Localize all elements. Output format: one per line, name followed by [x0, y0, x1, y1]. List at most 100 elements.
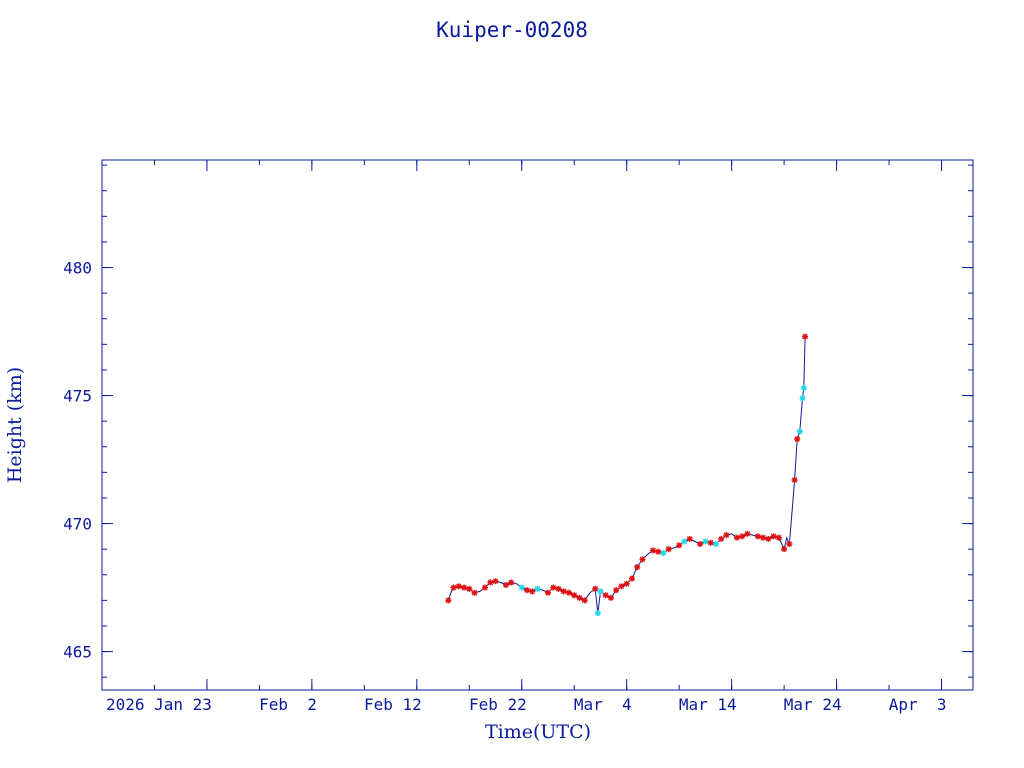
data-point-red-stroke [592, 586, 598, 592]
data-point-red [613, 587, 620, 594]
data-point-red [802, 333, 809, 340]
data-point-red-stroke [676, 542, 682, 549]
data-point-red [765, 535, 772, 542]
data-point-cyan [534, 585, 541, 592]
data-point-red-stroke [487, 579, 494, 586]
data-point-red [592, 585, 599, 592]
data-point-red-stroke [755, 533, 761, 540]
data-point-red [571, 592, 578, 599]
data-point-cyan [594, 610, 601, 617]
data-point-cyan-stroke [534, 586, 541, 592]
data-point-red-stroke [608, 595, 614, 601]
data-point-red-stroke [723, 532, 730, 538]
data-point-cyan [660, 550, 667, 557]
data-point-red [786, 541, 793, 548]
y-tick-label: 480 [63, 259, 92, 278]
data-point-red-stroke [581, 597, 588, 604]
data-point-red-stroke [707, 540, 714, 546]
data-point-red [718, 535, 725, 542]
data-point-red [676, 542, 683, 549]
data-point-red [602, 592, 609, 599]
x-tick-label: Mar 14 [679, 695, 737, 714]
data-point-red-stroke [760, 534, 766, 541]
data-point-red [733, 534, 740, 541]
data-point-red-stroke [794, 436, 800, 442]
data-point-red-stroke [550, 584, 556, 591]
data-point-red [555, 585, 562, 592]
data-point-red-stroke [461, 584, 467, 591]
height-line [447, 336, 806, 614]
data-point-cyan-stroke [660, 550, 667, 556]
data-point-red [760, 534, 767, 541]
data-point-red [529, 588, 536, 595]
data-point-cyan-stroke [713, 541, 719, 547]
data-point-red [445, 597, 452, 604]
data-point-cyan [712, 541, 719, 548]
data-point-cyan-stroke [681, 538, 688, 545]
data-point-cyan [518, 584, 525, 591]
data-point-red [770, 533, 777, 540]
data-point-red [466, 585, 473, 592]
data-point-red [744, 530, 751, 537]
chart-title: Kuiper-00208 [436, 18, 588, 42]
data-point-cyan-stroke [702, 538, 709, 545]
data-point-red [639, 556, 646, 563]
y-tick-label: 465 [63, 643, 92, 662]
x-tick-label: Mar 4 [574, 695, 632, 714]
data-point-cyan [681, 538, 688, 545]
data-point-cyan [702, 538, 709, 545]
data-point-red-stroke [450, 584, 457, 591]
data-point-red-stroke [781, 546, 787, 552]
x-tick-label: Feb 2 [259, 695, 317, 714]
x-axis-label: Time(UTC) [485, 721, 591, 743]
data-point-red [618, 583, 625, 590]
data-point-red [581, 597, 588, 604]
data-point-red-stroke [791, 477, 798, 483]
data-point-red [455, 583, 462, 590]
data-point-red [707, 539, 714, 546]
series-layer [445, 333, 809, 617]
data-point-cyan [799, 395, 806, 402]
data-point-red [544, 589, 551, 596]
data-point-red [471, 589, 478, 596]
axis-ticks: 2026 Jan 23 Feb 2 Feb 12 Feb 22 Mar 4 Mar 14 M… [63, 160, 973, 714]
data-point-red-stroke [665, 546, 672, 552]
data-point-red-stroke [492, 578, 499, 584]
data-point-red [623, 580, 630, 587]
data-point-red [697, 541, 704, 548]
data-point-red-stroke [734, 534, 740, 541]
data-point-red-stroke [686, 536, 693, 542]
data-point-red-stroke [456, 583, 462, 590]
data-point-red-stroke [508, 579, 515, 586]
data-point-red-stroke [503, 582, 509, 588]
data-point-cyan-stroke [797, 428, 803, 435]
data-point-red-stroke [545, 589, 551, 596]
data-point-red [723, 532, 730, 539]
data-point-red [655, 548, 662, 555]
data-point-red [503, 582, 510, 589]
data-point-cyan-stroke [799, 395, 806, 401]
data-point-red [791, 477, 798, 484]
data-point-red-stroke [776, 534, 782, 541]
x-tick-label: 2026 Jan 23 [106, 695, 212, 714]
data-point-red-stroke [613, 587, 619, 593]
data-point-red [492, 578, 499, 585]
data-point-red-stroke [650, 547, 656, 554]
x-tick-label: Apr 3 [889, 695, 947, 714]
data-point-red-stroke [524, 587, 530, 593]
data-point-red [634, 564, 641, 571]
data-point-red-stroke [471, 589, 478, 596]
data-point-red-stroke [770, 533, 777, 540]
data-point-red [754, 533, 761, 540]
data-point-red [739, 533, 746, 540]
data-point-cyan [597, 588, 604, 595]
data-point-red-stroke [639, 556, 646, 563]
data-point-red [482, 584, 489, 591]
data-point-red-stroke [802, 333, 808, 340]
data-point-red-stroke [560, 588, 567, 595]
data-point-red [565, 589, 572, 596]
data-point-red [649, 547, 656, 554]
data-point-red-stroke [466, 586, 473, 592]
data-point-red [576, 594, 583, 601]
